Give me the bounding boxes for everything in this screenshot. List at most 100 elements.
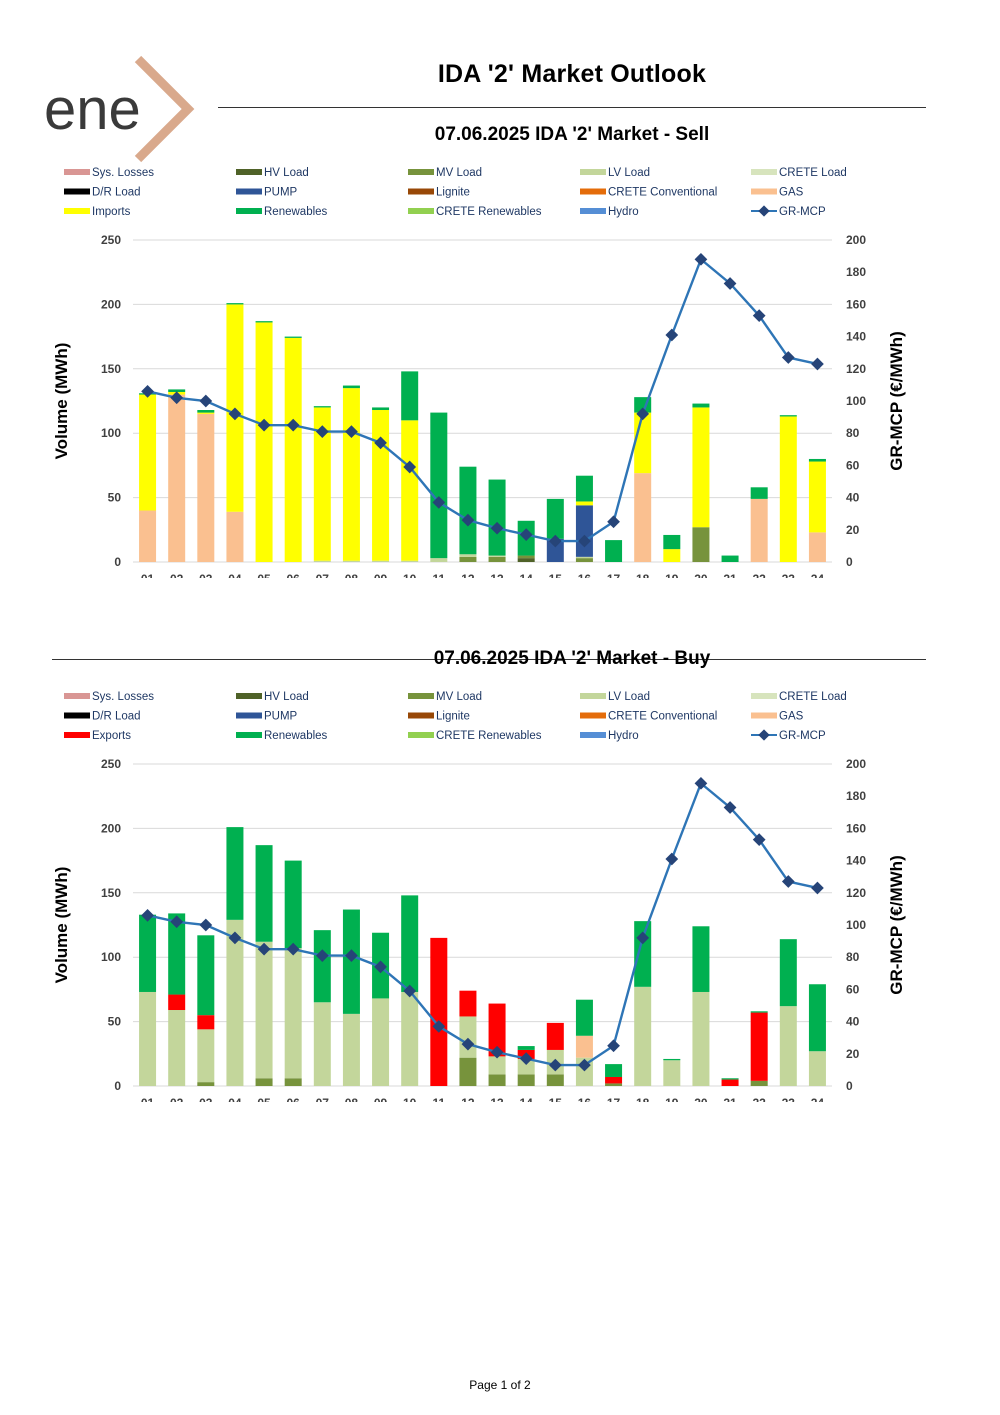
y2-tick-label: 180	[846, 789, 866, 803]
legend-swatch-mv-load	[408, 169, 434, 175]
x-tick-label: 16	[578, 1096, 592, 1102]
legend-swatch-d-r-load	[64, 188, 90, 195]
legend-label-crete-conventional: CRETE Conventional	[608, 711, 717, 723]
gr-mcp-point-06	[286, 942, 300, 956]
x-tick-label: 18	[636, 1096, 650, 1102]
bar-gas-02	[168, 394, 186, 562]
bar-renewables-03	[197, 935, 215, 1016]
bar-imports-19	[663, 549, 681, 562]
y2-tick-label: 160	[846, 297, 866, 311]
legend-label-imports: Imports	[92, 206, 131, 218]
legend-swatch-lignite	[408, 188, 434, 195]
y2-tick-label: 40	[846, 491, 860, 505]
bar-imports-03	[197, 412, 215, 414]
legend-swatch-crete-load	[751, 169, 777, 175]
gr-mcp-point-17	[607, 515, 620, 529]
page-footer: Page 1 of 2	[469, 1378, 531, 1392]
bar-renewables-15	[546, 498, 564, 539]
legend-label-pump: PUMP	[264, 711, 298, 723]
y2-tick-label: 160	[846, 821, 866, 835]
bar-exports-03	[197, 1015, 215, 1030]
bar-exports-13	[488, 1003, 506, 1057]
gr-mcp-point-01	[141, 384, 154, 398]
bar-mv-load-06	[284, 1078, 302, 1086]
legend-label-d-r-load: D/R Load	[92, 711, 141, 723]
y-tick-label: 0	[114, 1079, 121, 1093]
logo-wordmark: ene	[44, 77, 141, 142]
bar-renewables-17	[605, 540, 623, 562]
y2-tick-label: 140	[846, 854, 866, 868]
bar-renewables-22	[750, 487, 768, 499]
legend-label-lignite: Lignite	[436, 187, 470, 199]
gr-mcp-point-04	[228, 407, 242, 421]
x-tick-label: 08	[345, 1096, 359, 1102]
x-tick-label: 05	[257, 1096, 271, 1102]
bar-exports-15	[546, 1022, 564, 1050]
bar-renewables-04	[226, 303, 244, 305]
bar-renewables-13	[488, 479, 506, 556]
bar-renewables-07	[313, 406, 331, 408]
legend-label-gas: GAS	[779, 711, 804, 723]
x-tick-label: 22	[753, 572, 767, 578]
bar-renewables-23	[779, 415, 797, 417]
bar-mv-load-22	[750, 1080, 768, 1086]
y-tick-label: 250	[101, 233, 121, 247]
y2-tick-label: 180	[846, 265, 866, 279]
bar-lv-load-18	[634, 986, 652, 1086]
x-tick-label: 13	[490, 1096, 504, 1102]
x-tick-label: 13	[490, 572, 504, 578]
x-tick-label: 10	[403, 1096, 417, 1102]
y2-tick-label: 60	[846, 982, 860, 996]
y2-tick-label: 140	[846, 330, 866, 344]
y-tick-label: 200	[101, 297, 121, 311]
bar-imports-09	[372, 410, 390, 561]
gr-mcp-point-07	[315, 425, 329, 438]
bar-renewables-21	[721, 555, 739, 562]
bar-lv-load-23	[779, 1006, 797, 1086]
gr-mcp-point-19	[665, 852, 679, 866]
bar-lv-load-02	[168, 1010, 186, 1086]
legend-label-crete-load: CRETE Load	[779, 691, 847, 703]
legend-label-gas: GAS	[779, 187, 804, 199]
y2-tick-label: 200	[846, 757, 866, 771]
sell-chart: 07.06.2025 IDA '2' Market - Sell Sys. Los…	[0, 118, 1000, 616]
bar-imports-01	[139, 394, 157, 511]
y2-tick-label: 40	[846, 1015, 860, 1029]
y2-tick-label: 120	[846, 886, 866, 900]
bar-gas-01	[139, 510, 157, 562]
bar-exports-12	[459, 990, 477, 1017]
bar-renewables-14	[517, 1046, 535, 1050]
legend-swatch-hv-load	[236, 693, 262, 699]
y2-tick-label: 200	[846, 233, 866, 247]
bar-mv-load-16	[575, 558, 593, 562]
gr-mcp-point-13	[490, 1045, 504, 1059]
gr-mcp-point-01	[141, 908, 154, 922]
y2-tick-label: 60	[846, 458, 860, 472]
bar-lv-load-06	[284, 948, 302, 1079]
legend-swatch-mv-load	[408, 693, 434, 699]
y-tick-label: 200	[101, 821, 121, 835]
bar-gas-24	[808, 532, 826, 562]
y-tick-label: 50	[108, 491, 122, 505]
y-tick-label: 150	[101, 886, 121, 900]
gr-mcp-point-09	[374, 436, 387, 450]
bar-exports-11	[430, 937, 448, 1086]
bar-imports-23	[779, 416, 797, 562]
y2-axis-label: GR-MCP (€/MWh)	[887, 331, 906, 470]
x-tick-label: 07	[316, 572, 330, 578]
bar-mv-load-20	[692, 527, 710, 562]
x-tick-label: 22	[753, 1096, 767, 1102]
legend-label-exports: Exports	[92, 730, 131, 742]
bar-renewables-07	[313, 930, 331, 1003]
x-tick-label: 17	[607, 1096, 621, 1102]
y2-tick-label: 100	[846, 918, 866, 932]
y-tick-label: 100	[101, 426, 121, 440]
bar-hv-load-14	[517, 558, 535, 562]
page-title: IDA '2' Market Outlook	[437, 60, 707, 88]
legend-swatch-hydro	[580, 732, 606, 738]
bar-renewables-01	[139, 914, 157, 992]
bar-imports-07	[313, 407, 331, 561]
x-tick-label: 06	[287, 1096, 301, 1102]
gr-mcp-line	[147, 257, 818, 543]
legend-swatch-d-r-load	[64, 712, 90, 719]
